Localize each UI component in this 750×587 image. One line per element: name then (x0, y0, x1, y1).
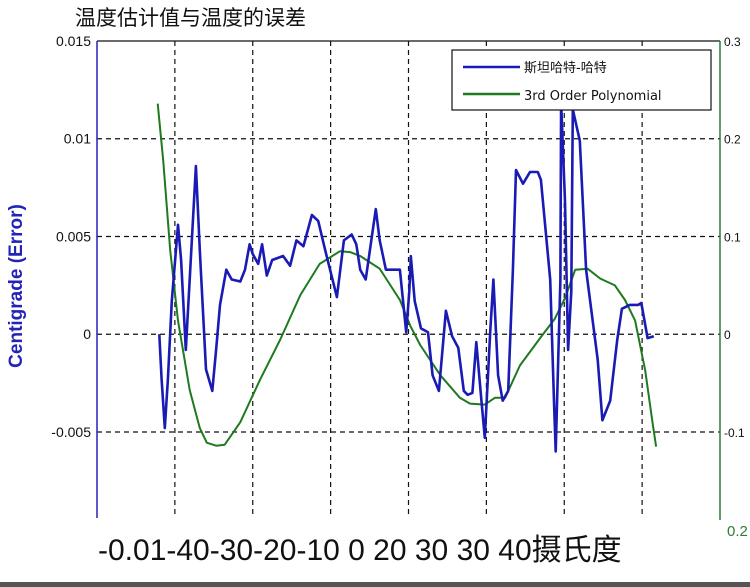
legend: 斯坦哈特-哈特 3rd Order Polynomial (451, 49, 712, 111)
bottom-edge (0, 582, 750, 587)
series-line-2 (156, 103, 658, 447)
y-tick-label: 0 (83, 326, 91, 342)
legend-label-series1: 斯坦哈特-哈特 (524, 61, 607, 76)
series-line-1 (158, 100, 655, 453)
left-tick-labels: 0.015 0.01 0.005 0 -0.005 (51, 33, 91, 440)
y2-tick-label: -0.1 (724, 426, 745, 440)
right-tick-labels: 0.3 0.2 0.1 0 -0.1 (724, 35, 745, 440)
y-tick-label: 0.005 (56, 228, 91, 244)
y2-tick-label: 0.3 (724, 35, 741, 49)
legend-label-series2: 3rd Order Polynomial (524, 89, 662, 104)
y-tick-label: -0.005 (51, 424, 91, 440)
y-tick-label: 0.01 (64, 131, 91, 147)
y-axis-label: Centigrade (Error) (6, 204, 27, 368)
y2-tick-label: 0.1 (724, 230, 741, 244)
legend-box (451, 49, 712, 111)
chart-title: 温度估计值与温度的误差 (75, 6, 306, 30)
x-axis-label: -0.01-40-30-20-10 0 20 30 30 40摄氏度 (98, 534, 622, 567)
right-axis-bottom-label: 0.2 (727, 523, 748, 540)
y2-tick-label: 0.2 (724, 133, 741, 147)
y-tick-label: 0.015 (56, 33, 91, 49)
y2-tick-label: 0 (724, 328, 731, 342)
series-group (156, 100, 658, 453)
